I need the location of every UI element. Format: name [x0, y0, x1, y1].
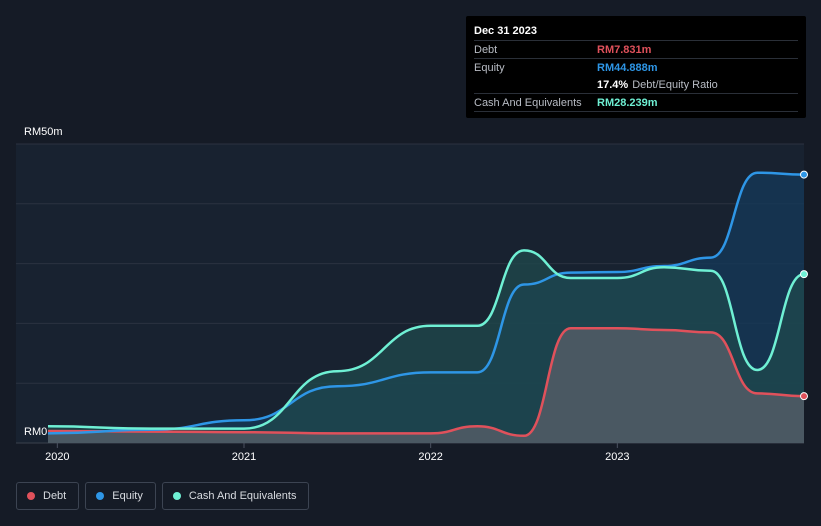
legend-label-equity: Equity: [112, 490, 143, 502]
y-axis-zero-label: RM0: [24, 426, 47, 438]
tooltip-row-debt: Debt RM7.831m: [474, 40, 798, 58]
end-marker-equity: [800, 170, 808, 179]
legend-dot-debt: [27, 492, 35, 500]
end-marker-debt: [800, 392, 808, 401]
legend-dot-cash: [172, 492, 181, 500]
legend-label-debt: Debt: [43, 490, 67, 502]
tooltip-date: Dec 31 2023: [474, 25, 537, 37]
x-tick-label-2022: 2022: [418, 451, 442, 463]
tooltip-row-ratio: 17.4% Debt/Equity Ratio: [474, 76, 798, 93]
line-debt: [47, 326, 805, 438]
series-areas: [48, 172, 804, 443]
series-end-markers: [800, 170, 808, 401]
series-lines: [47, 171, 805, 438]
x-axis-ticks: 2020 2021 2022 2023: [45, 443, 630, 463]
legend-dot-equity: [96, 492, 105, 500]
tooltip-equity-label: Equity: [474, 61, 505, 74]
tooltip-ratio-value: 17.4%: [597, 78, 629, 91]
line-equity: [47, 171, 805, 435]
legend-item-cash[interactable]: Cash And Equivalents: [161, 482, 310, 510]
x-tick-label-2020: 2020: [45, 451, 69, 463]
tooltip-debt-value: RM7.831m: [597, 43, 652, 56]
tooltip-debt-label: Debt: [474, 43, 498, 56]
legend: Debt Equity Cash And Equivalents: [16, 482, 310, 510]
legend-item-debt[interactable]: Debt: [16, 482, 80, 510]
end-marker-cash-and-equivalents: [800, 270, 808, 279]
legend-label-cash: Cash And Equivalents: [188, 490, 297, 502]
tooltip-equity-value: RM44.888m: [597, 61, 658, 74]
tooltip-row-cash: Cash And Equivalents RM28.239m: [474, 93, 798, 112]
y-axis-top-label: RM50m: [24, 126, 63, 138]
line-cash-and-equivalents: [47, 249, 805, 430]
tooltip-row-equity: Equity RM44.888m: [474, 58, 798, 76]
tooltip-cash-label: Cash And Equivalents: [474, 96, 582, 109]
tooltip-panel: Dec 31 2023 Debt RM7.831m Equity RM44.88…: [466, 16, 806, 118]
tooltip-ratio-label: Debt/Equity Ratio: [632, 78, 718, 91]
x-tick-label-2023: 2023: [605, 451, 629, 463]
tooltip-cash-value: RM28.239m: [597, 96, 658, 109]
legend-item-equity[interactable]: Equity: [85, 482, 156, 510]
area-debt: [48, 328, 804, 443]
x-tick-label-2021: 2021: [232, 451, 256, 463]
